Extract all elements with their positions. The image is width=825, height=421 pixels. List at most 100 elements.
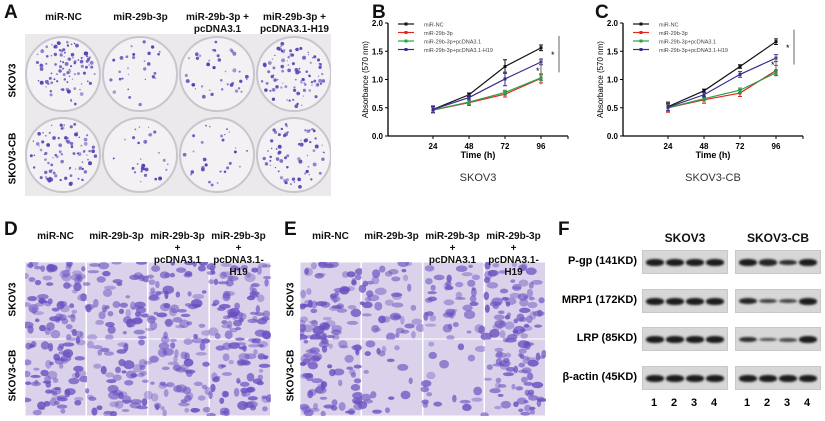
cell xyxy=(518,279,529,287)
colony xyxy=(112,90,117,94)
cell xyxy=(72,289,78,294)
data-point xyxy=(774,40,778,44)
protein-band xyxy=(779,259,797,266)
cell xyxy=(253,349,258,356)
cell xyxy=(163,303,171,309)
cell xyxy=(228,359,234,365)
colony xyxy=(148,132,153,137)
cell xyxy=(495,352,507,359)
colony xyxy=(269,155,272,159)
colony xyxy=(54,174,58,178)
colony xyxy=(223,170,227,174)
colony xyxy=(281,58,286,63)
cell xyxy=(354,268,365,275)
colony xyxy=(299,46,303,50)
cell xyxy=(300,403,310,411)
cell xyxy=(492,263,500,268)
colony xyxy=(93,73,96,76)
cell xyxy=(239,381,250,387)
cell xyxy=(310,300,318,309)
cell xyxy=(107,310,114,317)
cell xyxy=(34,318,40,323)
cell xyxy=(367,280,374,285)
cell xyxy=(494,347,504,352)
cell xyxy=(170,262,175,266)
colony xyxy=(232,68,237,73)
colony xyxy=(37,79,40,82)
colony xyxy=(194,88,197,90)
colony xyxy=(39,176,43,180)
cell xyxy=(519,354,525,359)
protein-band xyxy=(706,259,724,266)
cell xyxy=(91,407,98,416)
colony xyxy=(143,60,146,62)
legend-label: miR-29b-3p+pcDNA3.1 xyxy=(424,40,481,46)
cell xyxy=(176,267,187,273)
colony xyxy=(284,181,288,185)
colony xyxy=(58,150,62,154)
cell xyxy=(39,324,47,332)
colony xyxy=(318,65,322,69)
cell xyxy=(134,311,142,317)
protein-band xyxy=(686,259,704,266)
western-group-skov3: SKOV3 xyxy=(664,231,706,245)
protein-band xyxy=(706,297,724,305)
cell xyxy=(95,319,105,325)
cell xyxy=(338,402,346,411)
legend-label: miR-29b-3p+pcDNA3.1-H19 xyxy=(424,48,493,54)
colony xyxy=(271,97,276,101)
colony xyxy=(138,102,142,107)
colony xyxy=(35,60,39,65)
colony xyxy=(49,93,53,97)
colony xyxy=(237,87,241,90)
cell xyxy=(124,380,134,386)
cell xyxy=(446,274,452,283)
colony xyxy=(29,154,33,158)
cell xyxy=(169,272,176,278)
colony xyxy=(264,88,268,92)
cell xyxy=(531,381,544,389)
colony xyxy=(45,135,47,137)
colony xyxy=(303,82,306,84)
colony xyxy=(265,81,269,85)
cell xyxy=(180,399,187,404)
colony xyxy=(299,142,304,147)
colony xyxy=(264,162,269,166)
colony xyxy=(246,78,248,81)
colony xyxy=(140,158,142,160)
cell xyxy=(84,303,95,310)
cell xyxy=(524,357,537,361)
colony xyxy=(33,154,36,157)
cell xyxy=(165,382,175,388)
cell xyxy=(61,269,71,277)
colony xyxy=(280,45,282,48)
cell xyxy=(195,351,208,356)
series-line xyxy=(432,77,542,111)
colony xyxy=(244,74,249,79)
colony xyxy=(153,130,157,134)
cell xyxy=(422,402,429,408)
colony xyxy=(90,65,94,69)
protein-band xyxy=(666,374,684,382)
colony xyxy=(305,169,309,174)
colony xyxy=(79,89,81,91)
colony xyxy=(54,154,56,156)
colony xyxy=(60,153,63,156)
colony xyxy=(76,152,79,155)
colony xyxy=(280,49,284,53)
colony xyxy=(208,59,211,62)
cell xyxy=(320,337,329,345)
cell xyxy=(123,343,129,352)
colony xyxy=(53,78,56,81)
colony xyxy=(56,41,61,45)
colony xyxy=(143,173,148,177)
colony xyxy=(276,46,281,51)
colony xyxy=(64,51,66,54)
colony xyxy=(212,66,216,70)
colony xyxy=(93,154,98,158)
cell xyxy=(231,311,237,321)
cell xyxy=(148,279,156,286)
cell xyxy=(46,263,56,273)
cell xyxy=(172,364,182,372)
cell xyxy=(222,315,231,320)
